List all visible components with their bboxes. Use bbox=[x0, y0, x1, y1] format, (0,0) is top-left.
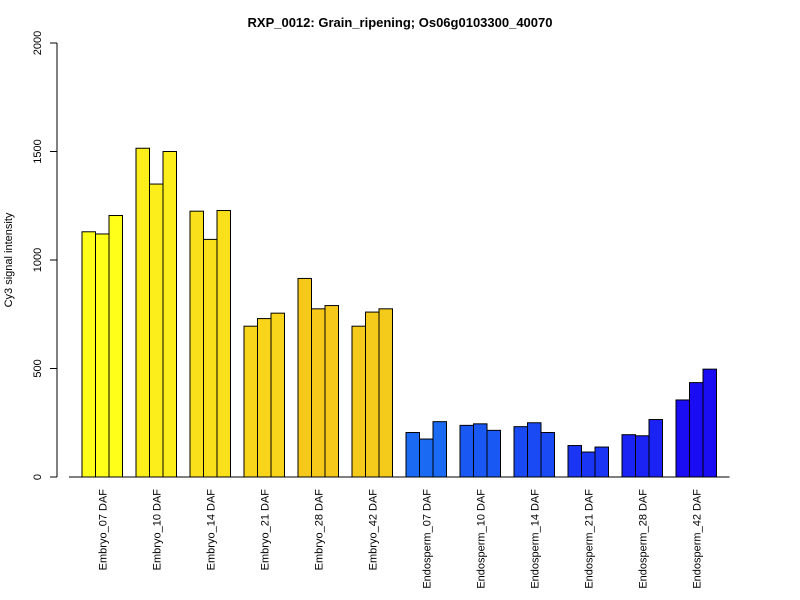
category-label: Embryo_14 DAF bbox=[205, 489, 217, 571]
bar bbox=[365, 311, 380, 478]
bar bbox=[594, 446, 609, 478]
bar bbox=[95, 233, 110, 478]
bar bbox=[243, 325, 258, 478]
bar bbox=[581, 451, 596, 478]
y-tick-label: 500 bbox=[32, 359, 44, 377]
category-label: Endosperm_42 DAF bbox=[691, 489, 703, 589]
bars bbox=[81, 147, 717, 478]
bar bbox=[527, 422, 542, 478]
bar bbox=[648, 418, 663, 478]
bar bbox=[378, 308, 393, 478]
bar bbox=[324, 305, 339, 478]
bar bbox=[108, 215, 123, 478]
category-label: Embryo_07 DAF bbox=[97, 489, 109, 571]
y-tick-label: 2000 bbox=[32, 31, 44, 55]
bar bbox=[567, 445, 582, 478]
bar bbox=[162, 151, 177, 478]
bar bbox=[419, 438, 434, 478]
bar bbox=[473, 423, 488, 478]
category-label: Endosperm_10 DAF bbox=[475, 489, 487, 589]
category-labels: Embryo_07 DAF Embryo_10 DAF Embryo_14 DAF E… bbox=[97, 489, 703, 589]
bar bbox=[486, 429, 501, 478]
bar bbox=[675, 399, 690, 478]
category-label: Endosperm_14 DAF bbox=[529, 489, 541, 589]
bar bbox=[257, 318, 272, 478]
bar bbox=[459, 424, 474, 478]
y-axis-label: Cy3 signal intensity bbox=[3, 212, 15, 307]
category-label: Embryo_28 DAF bbox=[313, 489, 325, 571]
bar bbox=[297, 277, 312, 478]
category-label: Embryo_10 DAF bbox=[151, 489, 163, 571]
bar bbox=[203, 238, 218, 478]
category-label: Endosperm_28 DAF bbox=[637, 489, 649, 589]
bar bbox=[702, 368, 717, 478]
category-label: Endosperm_07 DAF bbox=[421, 489, 433, 589]
bar bbox=[270, 312, 285, 478]
bar bbox=[311, 308, 326, 478]
bar bbox=[635, 435, 650, 478]
category-label: Embryo_42 DAF bbox=[367, 489, 379, 571]
bar bbox=[689, 382, 704, 478]
bar bbox=[149, 183, 164, 478]
bar bbox=[216, 210, 231, 478]
y-axis: 0 500 1000 1500 2000 bbox=[32, 31, 730, 480]
y-tick-label: 1500 bbox=[32, 139, 44, 163]
bar bbox=[540, 432, 555, 478]
y-tick-label: 0 bbox=[32, 474, 44, 480]
bar bbox=[513, 426, 528, 478]
bar bbox=[135, 147, 150, 478]
y-tick-label: 1000 bbox=[32, 248, 44, 272]
category-label: Embryo_21 DAF bbox=[259, 489, 271, 571]
chart-title: RXP_0012: Grain_ripening; Os06g0103300_4… bbox=[248, 15, 553, 30]
bar bbox=[621, 434, 636, 478]
category-label: Endosperm_21 DAF bbox=[583, 489, 595, 589]
bar bbox=[189, 210, 204, 478]
bar bbox=[351, 325, 366, 478]
bar bbox=[405, 432, 420, 478]
bar bbox=[432, 421, 447, 478]
bar bbox=[81, 231, 96, 478]
